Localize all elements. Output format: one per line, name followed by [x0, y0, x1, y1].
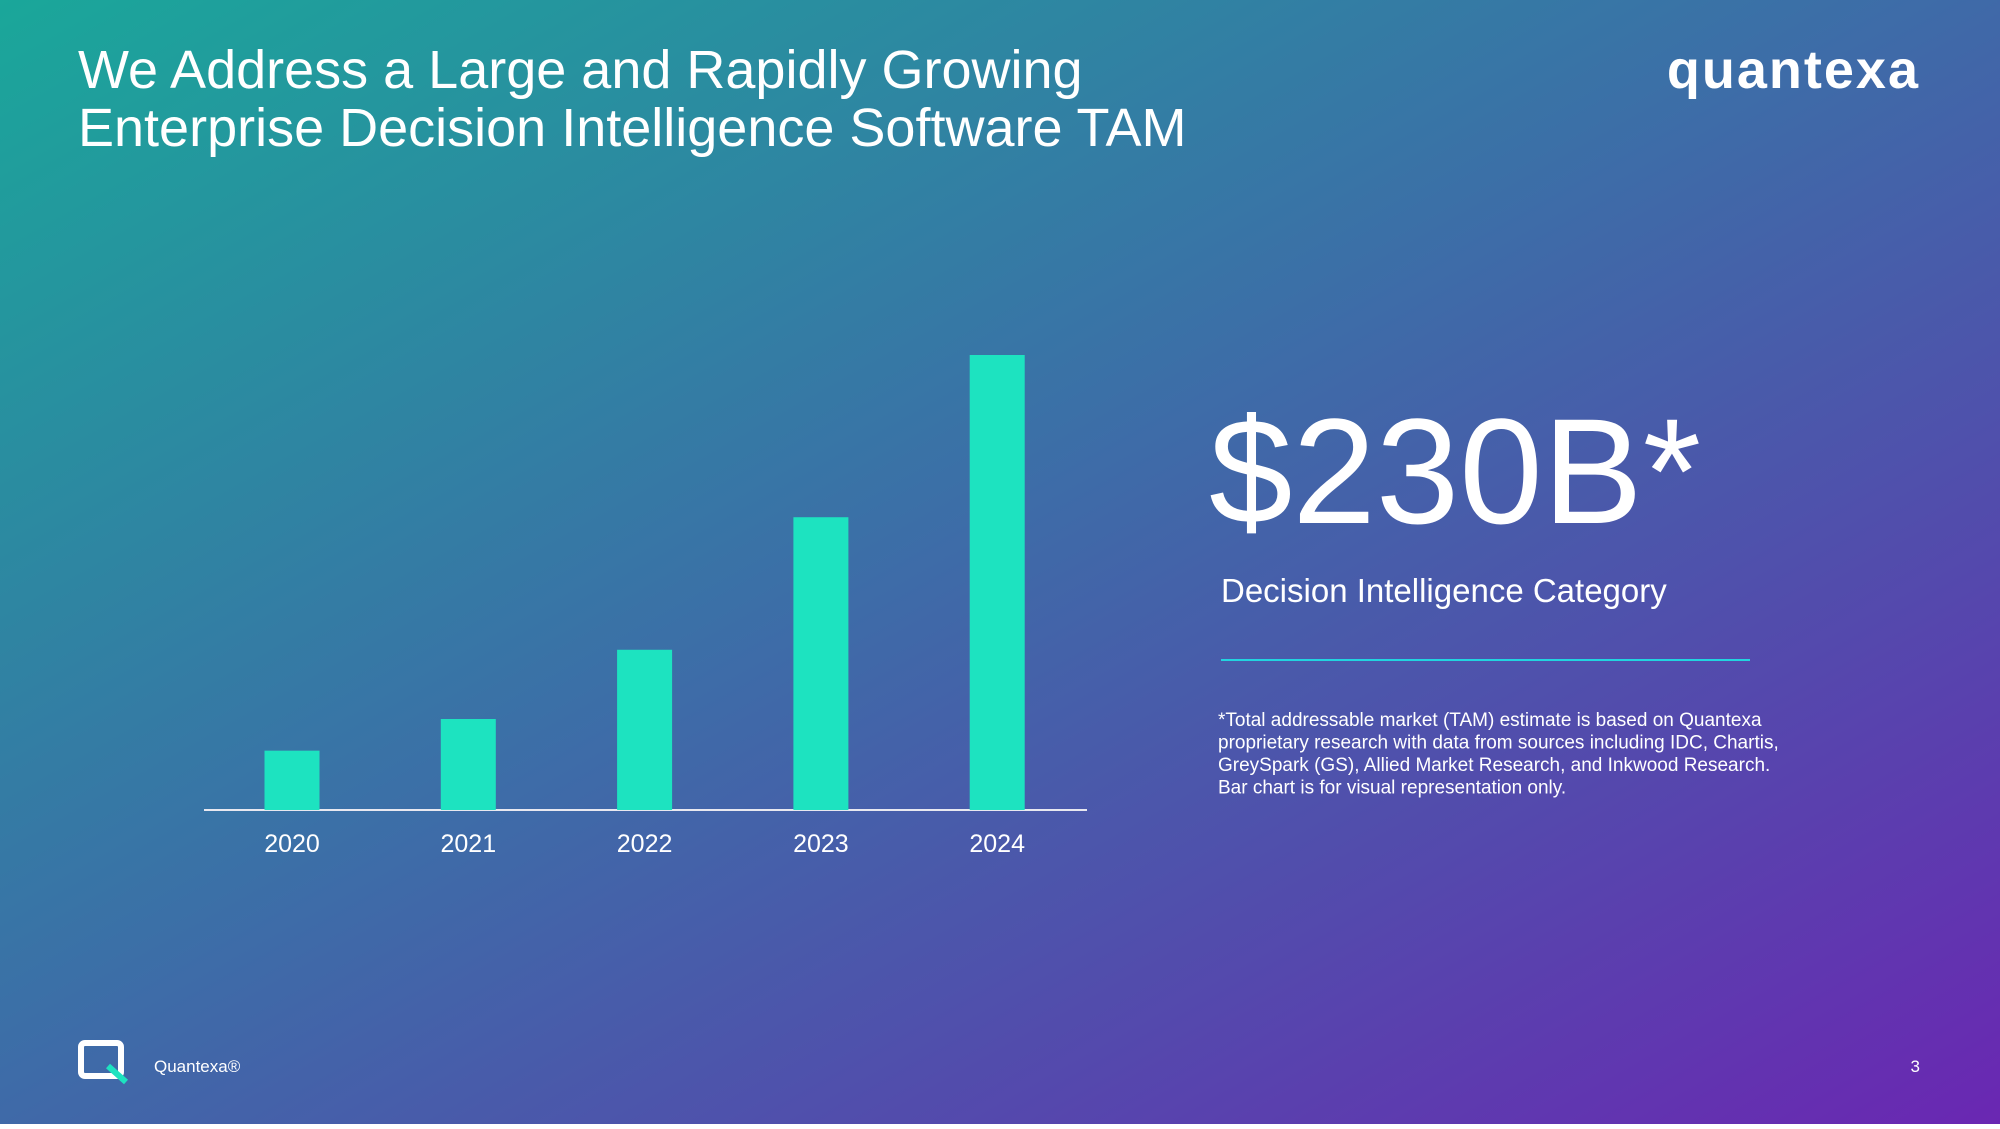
footer-icon: [78, 1040, 128, 1085]
title-line: We Address a Large and Rapidly Growing: [78, 40, 1083, 100]
footnote-line: GreySpark (GS), Allied Market Research, …: [1218, 755, 1770, 776]
headline: $230B*: [1209, 387, 1701, 555]
footnote-line: *Total addressable market (TAM) estimate…: [1218, 710, 1762, 731]
x-tick-label: 2023: [793, 830, 849, 858]
footer-brand: Quantexa®: [154, 1057, 241, 1076]
bar: [440, 719, 496, 810]
bar: [969, 355, 1025, 810]
footnote-line: Bar chart is for visual representation o…: [1218, 778, 1566, 799]
footnote: *Total addressable market (TAM) estimate…: [1218, 710, 1779, 799]
x-tick-label: 2024: [969, 830, 1025, 858]
page-number: 3: [1911, 1057, 1920, 1076]
x-tick-label: 2022: [617, 830, 673, 858]
bar: [617, 649, 673, 810]
footnote-line: proprietary research with data from sour…: [1218, 733, 1779, 754]
title-line: Enterprise Decision Intelligence Softwar…: [78, 98, 1187, 158]
x-tick-label: 2021: [440, 830, 496, 858]
bar: [793, 517, 849, 810]
logo: quantexa: [1667, 40, 1920, 100]
headline-caption: Decision Intelligence Category: [1221, 572, 1667, 609]
bar: [264, 750, 320, 810]
x-tick-label: 2020: [264, 830, 320, 858]
